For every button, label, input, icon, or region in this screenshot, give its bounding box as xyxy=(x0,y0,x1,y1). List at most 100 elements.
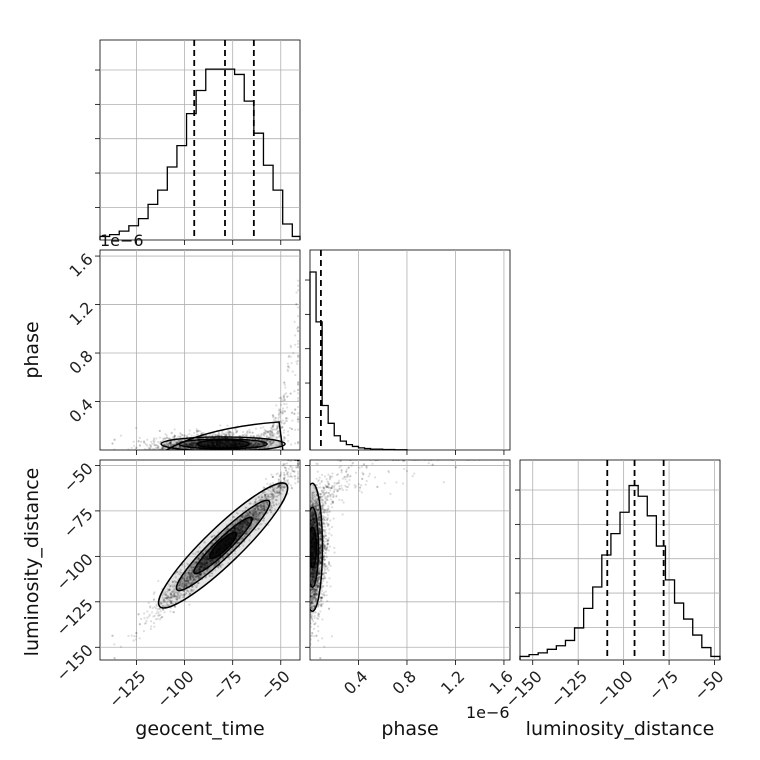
scatter-point xyxy=(243,521,247,524)
scatter-point xyxy=(290,362,293,365)
scatter-point xyxy=(113,657,116,660)
scatter-point xyxy=(266,503,270,506)
scatter-point xyxy=(199,565,203,568)
scatter-point xyxy=(244,522,247,525)
scatter-point xyxy=(235,527,238,530)
x-tick-label: −125 xyxy=(105,667,150,712)
scatter-point xyxy=(181,446,184,449)
scatter-point xyxy=(267,495,270,498)
scatter-point xyxy=(256,507,259,510)
scatter-point xyxy=(252,444,255,447)
scatter-point xyxy=(235,537,238,541)
scatter-point xyxy=(228,558,231,561)
scatter-point xyxy=(220,433,223,436)
scatter-point xyxy=(254,507,257,510)
scatter-point xyxy=(260,511,263,514)
scatter-point xyxy=(230,431,233,434)
scatter-panel-geocent_time-luminosity_distance: −125 −100 −75 −50−150−125−100−75−50 xyxy=(52,459,301,712)
scatter-point xyxy=(282,431,285,434)
scatter-point xyxy=(190,565,193,569)
scatter-point xyxy=(235,430,238,433)
scatter-point xyxy=(296,470,300,473)
density-contour xyxy=(196,439,250,449)
scatter-point xyxy=(246,513,250,516)
scatter-point xyxy=(181,583,184,586)
scatter-point xyxy=(293,470,296,473)
scatter-point xyxy=(185,582,188,585)
scatter-point xyxy=(200,561,203,564)
scatter-point xyxy=(296,389,300,392)
scatter-point xyxy=(256,518,259,521)
scatter-point xyxy=(254,444,257,447)
hist-panel-phase xyxy=(305,249,511,455)
scatter-point xyxy=(161,446,164,449)
scatter-point xyxy=(254,442,257,445)
scatter-point xyxy=(260,494,263,497)
scatter-point xyxy=(194,561,197,564)
scatter-point xyxy=(296,460,300,462)
scatter-point xyxy=(289,355,292,358)
scatter-point xyxy=(281,426,284,429)
scatter-point xyxy=(238,518,241,521)
scatter-point xyxy=(135,446,138,449)
scatter-point xyxy=(257,517,261,520)
scatter-point xyxy=(267,444,270,447)
scatter-point xyxy=(169,596,172,599)
scatter-point xyxy=(175,441,178,444)
scatter-point xyxy=(261,507,264,511)
scatter-point xyxy=(284,417,288,420)
scatter-point xyxy=(270,427,273,431)
scatter-point xyxy=(234,431,238,434)
scatter-point xyxy=(238,525,241,528)
scatter-point xyxy=(276,422,279,425)
scatter-point xyxy=(162,447,165,450)
scatter-point xyxy=(290,412,294,415)
scatter-point xyxy=(187,580,190,583)
scatter-point xyxy=(178,445,181,449)
scatter-point xyxy=(172,443,176,446)
scatter-point xyxy=(189,572,192,575)
scatter-point xyxy=(246,524,249,527)
scatter-point xyxy=(181,581,184,584)
scatter-point xyxy=(185,435,189,438)
scatter-point xyxy=(149,627,153,630)
scatter-point xyxy=(237,532,240,535)
scatter-point xyxy=(190,441,193,444)
scatter-point xyxy=(241,515,244,518)
scatter-point xyxy=(241,527,244,530)
scatter-point xyxy=(250,434,253,437)
scatter-point xyxy=(149,605,152,608)
scatter-point xyxy=(179,435,182,438)
scatter-point xyxy=(251,513,254,516)
scatter-point xyxy=(293,460,296,462)
scatter-point xyxy=(254,510,257,513)
scatter-point xyxy=(202,563,205,566)
scatter-point xyxy=(260,438,263,441)
scatter-point xyxy=(183,579,186,582)
scatter-point xyxy=(254,427,258,430)
scatter-point xyxy=(169,592,172,595)
scatter-point xyxy=(244,526,247,529)
scatter-point xyxy=(192,441,195,444)
scatter-point xyxy=(214,539,218,542)
scatter-point xyxy=(163,443,166,446)
scatter-point xyxy=(179,433,182,436)
scatter-point xyxy=(238,528,241,532)
scatter-point xyxy=(266,431,269,434)
scatter-point xyxy=(283,421,286,425)
scatter-point xyxy=(229,432,233,435)
scatter-point xyxy=(155,437,158,440)
scatter-point xyxy=(184,443,188,446)
scatter-point xyxy=(296,329,300,333)
scatter-point xyxy=(211,574,214,577)
scatter-point xyxy=(253,519,256,522)
scatter-point xyxy=(251,512,254,515)
scatter-point xyxy=(286,471,289,474)
scatter-point xyxy=(205,561,209,564)
scatter-point xyxy=(262,438,265,442)
scatter-point xyxy=(184,579,188,583)
scatter-point xyxy=(180,593,183,596)
histogram-step-geocent_time xyxy=(99,68,301,240)
scatter-point xyxy=(194,444,197,447)
scatter-point xyxy=(197,575,201,578)
